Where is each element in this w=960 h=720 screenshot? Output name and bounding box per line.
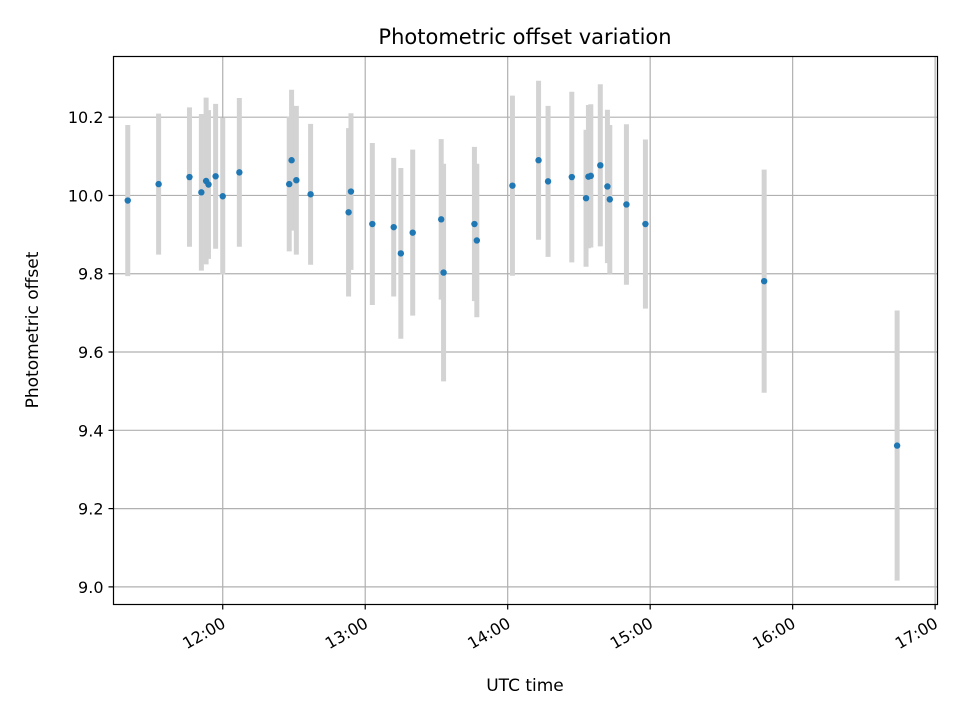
data-point: [212, 173, 219, 180]
data-point: [369, 220, 376, 228]
data-point: [286, 180, 293, 188]
data-point: [345, 209, 352, 216]
plot-frame: [112, 55, 939, 606]
y-tick-label: 9.4: [78, 421, 103, 440]
data-point: [471, 220, 478, 228]
y-axis-ticks: 9.0 9.2 9.4 9.6 9.8 10.0 10.2: [68, 108, 114, 597]
data-point: [205, 181, 212, 188]
data-point: [604, 183, 611, 190]
data-point: [288, 157, 295, 164]
data-point: [760, 277, 768, 285]
chart-title: Photometric offset variation: [378, 25, 671, 49]
data-point: [347, 188, 355, 195]
data-point: [587, 172, 595, 180]
y-tick-label: 9.6: [78, 343, 103, 362]
data-point: [893, 442, 901, 449]
data-point: [642, 220, 649, 228]
y-tick-label: 9.8: [78, 265, 103, 284]
data-point: [307, 191, 314, 198]
data-point: [623, 201, 630, 208]
data-point: [124, 197, 131, 204]
data-point: [186, 173, 193, 181]
y-tick-label: 9.0: [78, 578, 103, 597]
grid: [113, 56, 938, 605]
data-point: [544, 178, 552, 185]
y-axis-title: Photometric offset: [23, 251, 43, 408]
data-points: [124, 157, 901, 449]
data-point: [155, 180, 162, 188]
data-point: [293, 176, 300, 184]
data-point: [568, 173, 576, 181]
data-point: [597, 162, 604, 169]
data-point: [390, 223, 397, 231]
data-point: [219, 193, 226, 200]
data-point: [535, 157, 542, 164]
data-point: [473, 237, 481, 244]
y-tick-label: 10.0: [68, 186, 104, 205]
data-point: [440, 269, 447, 276]
data-point: [198, 189, 205, 196]
x-axis-title: UTC time: [486, 676, 564, 696]
data-point: [409, 229, 416, 236]
y-tick-label: 9.2: [78, 500, 103, 519]
data-point: [397, 250, 405, 257]
data-point: [606, 196, 613, 203]
y-tick-label: 10.2: [68, 108, 104, 127]
data-point: [236, 169, 243, 176]
data-point: [509, 182, 516, 189]
data-point: [582, 194, 590, 202]
data-point: [438, 216, 445, 223]
